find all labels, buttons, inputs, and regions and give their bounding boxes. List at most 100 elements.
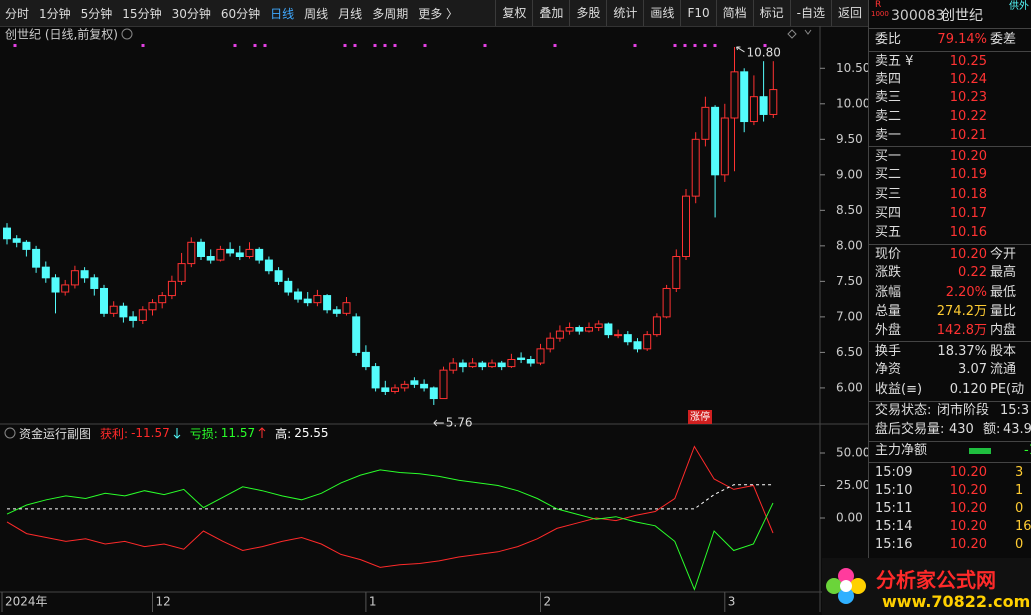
quote-panel: R 1000 300083 创世纪 供外 委比 79.14% 委差 卖五 ¥10.25 卖四 10.… <box>868 0 1031 615</box>
period-tab[interactable]: 15分钟 <box>122 6 162 21</box>
tool-button[interactable]: 标记 <box>752 0 790 26</box>
candle-body <box>3 227 11 240</box>
tool-buttons: 复权 叠加 多股 统计 画线 F10 简档 标记 -自选 返回 <box>495 0 868 26</box>
candle-body <box>342 302 351 314</box>
candle-body <box>235 252 244 258</box>
candle-body <box>187 241 196 265</box>
bid-price: 10.20 <box>949 149 987 164</box>
tool-button[interactable]: 叠加 <box>532 0 569 26</box>
value: -1 <box>1024 443 1031 458</box>
label: 交易状态: <box>875 403 932 418</box>
period-tab[interactable]: 1分钟 <box>39 6 71 21</box>
separator <box>869 401 1031 402</box>
candle-body <box>478 362 487 368</box>
candle-body <box>61 284 70 293</box>
candle-body <box>129 316 138 321</box>
tool-button[interactable]: 多股 <box>569 0 606 26</box>
label: 盘后交易量: <box>875 422 945 437</box>
candle-body <box>400 383 409 389</box>
tool-button[interactable]: 返回 <box>830 0 868 26</box>
y-tick-label: 10.00 <box>836 96 868 110</box>
tool-button[interactable]: -自选 <box>789 0 831 26</box>
period-tab[interactable]: 分时 <box>5 6 30 21</box>
period-tab[interactable]: 30分钟 <box>171 6 211 21</box>
candle-body <box>313 295 322 304</box>
candle-body <box>12 238 21 243</box>
watermark-url: www.70822.com <box>882 592 1031 611</box>
chart-title: 创世纪 (日线,前复权) <box>5 27 118 42</box>
stat-label: 涨跌 <box>875 265 902 280</box>
period-tab[interactable]: 周线 <box>304 6 329 21</box>
candle-body <box>352 316 361 353</box>
candle-body <box>158 295 167 304</box>
legend-name: 亏损: <box>189 426 218 441</box>
tool-button[interactable]: 简档 <box>715 0 753 26</box>
x-tick-label: 12 <box>156 595 171 609</box>
candle-body <box>371 366 380 389</box>
stat-label: PE(动 <box>990 382 1025 397</box>
candle-body <box>216 248 225 261</box>
candle-body <box>361 351 370 368</box>
signal-dot <box>703 44 707 47</box>
tool-button[interactable]: 统计 <box>606 0 643 26</box>
candle-body <box>711 106 720 176</box>
period-tab[interactable]: 月线 <box>338 6 363 21</box>
candle-body <box>303 298 312 304</box>
candle-body <box>391 387 399 392</box>
period-tab[interactable]: 5分钟 <box>80 6 113 21</box>
title-icon <box>121 28 133 40</box>
tool-button[interactable]: 复权 <box>495 0 532 26</box>
tool-button[interactable]: F10 <box>680 0 715 26</box>
candle-body <box>614 334 623 337</box>
y-tick-label: 9.00 <box>836 167 863 181</box>
x-tick-label: 2 <box>544 595 552 609</box>
signal-dot <box>693 44 697 47</box>
period-tab[interactable]: 更多 〉 <box>418 6 459 21</box>
period-tabs: 分时 1分钟 5分钟 15分钟 30分钟 60分钟 日线 周线 月线 多周期 更多 〉 <box>0 5 463 22</box>
stat-value: 142.8万 <box>936 323 987 338</box>
stat-label: 流通 <box>990 362 1017 377</box>
candle-body <box>740 71 749 123</box>
candle-body <box>720 117 729 176</box>
candle-body <box>633 341 642 350</box>
candle-body <box>100 287 108 314</box>
candle-body <box>575 327 584 332</box>
signal-dot <box>553 44 557 47</box>
sub-icon <box>4 427 16 439</box>
tool-button[interactable]: 画线 <box>643 0 680 26</box>
sub-title: 资金运行副图 <box>19 426 92 441</box>
candle-body <box>284 280 293 293</box>
period-tab[interactable]: 日线 <box>270 6 295 21</box>
label: 委比 <box>875 32 902 47</box>
y-tick-label: 9.50 <box>836 132 863 146</box>
y-tick-label: 6.50 <box>836 345 863 359</box>
signal-dot <box>263 44 267 47</box>
stat-value: 0.22 <box>958 265 987 280</box>
indicator-line <box>6 445 774 568</box>
candle-body <box>90 277 99 289</box>
bid-price: 10.17 <box>949 206 987 221</box>
y-tick-label: 50.00 <box>836 446 868 460</box>
ask-label: 卖四 <box>875 72 902 87</box>
tick-time: 15:16 <box>875 537 913 552</box>
stat-label: 股本 <box>990 344 1017 359</box>
ask-label: 卖二 <box>875 109 902 124</box>
candle-body <box>51 277 60 293</box>
tick-volume: 3 <box>1015 465 1024 480</box>
candle-body <box>449 362 458 371</box>
stat-label: 量比 <box>990 304 1017 319</box>
candle-body <box>517 357 526 360</box>
candle-body <box>274 270 283 282</box>
signal-dot <box>483 44 487 47</box>
period-tab[interactable]: 多周期 <box>372 6 409 21</box>
bid-label: 买一 <box>875 149 902 164</box>
tick-time: 15:14 <box>875 519 913 534</box>
signal-dot <box>713 44 717 47</box>
legend-value: -11.57 <box>131 426 170 440</box>
tick-volume: 0 <box>1015 501 1024 516</box>
candle-body <box>80 270 89 279</box>
y-tick-label: 7.50 <box>836 274 863 288</box>
period-tab[interactable]: 60分钟 <box>220 6 261 21</box>
tick-price: 10.20 <box>949 483 987 498</box>
limit-badge: 涨停 <box>690 410 710 423</box>
